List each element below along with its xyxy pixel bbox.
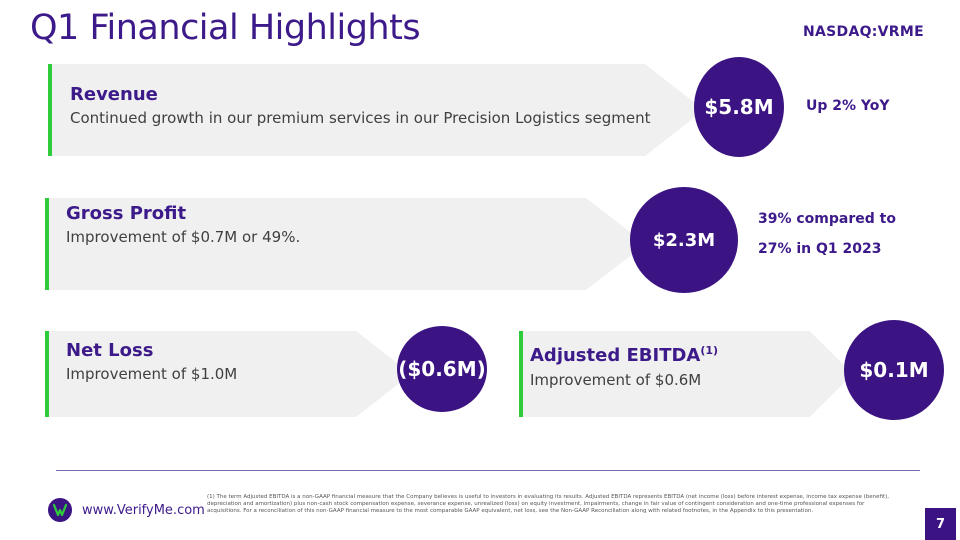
net-loss-description: Improvement of $1.0M <box>66 365 238 383</box>
footer-divider <box>56 470 920 471</box>
gross-profit-arrow-band <box>45 198 646 290</box>
adjusted-ebitda-title: Adjusted EBITDA(1) <box>530 344 718 366</box>
gross-profit-value-circle: $2.3M <box>630 187 738 293</box>
gross-profit-note-line1: 39% compared to <box>758 211 896 227</box>
stock-ticker: NASDAQ:VRME <box>802 24 924 40</box>
revenue-description: Continued growth in our premium services… <box>70 109 651 127</box>
net-loss-title: Net Loss <box>66 340 154 361</box>
adjusted-ebitda-description: Improvement of $0.6M <box>530 371 702 389</box>
revenue-title: Revenue <box>70 84 158 105</box>
adjusted-ebitda-value-circle: $0.1M <box>844 320 944 420</box>
adjusted-ebitda-title-text: Adjusted EBITDA <box>530 345 701 366</box>
adjusted-ebitda-arrow-band <box>519 331 853 417</box>
gross-profit-note-line2: 27% in Q1 2023 <box>758 241 882 257</box>
revenue-arrow-band <box>48 64 704 156</box>
adjusted-ebitda-footnote-marker: (1) <box>700 344 719 357</box>
footnote-text: (1) The term Adjusted EBITDA is a non-GA… <box>207 494 890 514</box>
page-title: Q1 Financial Highlights <box>30 8 421 48</box>
gross-profit-description: Improvement of $0.7M or 49%. <box>66 228 301 246</box>
net-loss-value-circle: ($0.6M) <box>397 326 487 412</box>
verifyme-logo-icon <box>48 498 72 522</box>
revenue-value-circle: $5.8M <box>694 57 784 157</box>
revenue-note: Up 2% YoY <box>806 98 890 114</box>
logo-mark-icon <box>52 503 68 517</box>
gross-profit-title: Gross Profit <box>66 203 187 224</box>
page-number: 7 <box>925 508 956 540</box>
net-loss-arrow-band <box>45 331 411 417</box>
website-link[interactable]: www.VerifyMe.com <box>82 503 205 518</box>
